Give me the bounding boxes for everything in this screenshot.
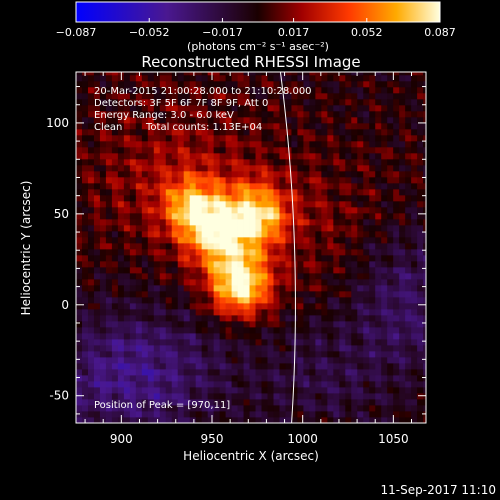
y-tick-label: -50 — [49, 389, 69, 403]
x-tick-label: 950 — [201, 432, 224, 446]
chart-title: Reconstructed RHESSI Image — [141, 53, 360, 71]
annotation-energy: Energy Range: 3.0 - 6.0 keV — [94, 110, 234, 121]
y-tick-label: 50 — [54, 207, 69, 221]
colorbar-tick-label: −0.052 — [129, 26, 170, 39]
colorbar-tick-label: −0.087 — [56, 26, 97, 39]
x-axis-label: Heliocentric X (arcsec) — [183, 449, 319, 463]
colorbar-tick-label: −0.017 — [202, 26, 243, 39]
annotation-peak: Position of Peak = [970,11] — [94, 400, 230, 411]
heatmap-image — [76, 72, 426, 423]
colorbar-ticks: −0.087 −0.052 −0.017 0.017 0.052 0.087 — [56, 18, 456, 39]
colorbar — [75, 1, 441, 23]
footer-date: 11-Sep-2017 11:10 — [381, 483, 496, 497]
x-tick-label: 1000 — [287, 432, 318, 446]
plot-frame — [75, 71, 427, 424]
annotation-clean: Clean — [94, 122, 122, 133]
colorbar-tick-label: 0.087 — [424, 26, 456, 39]
colorbar-unit-label: (photons cm⁻² s⁻¹ asec⁻²) — [187, 40, 329, 53]
colorbar-tick-label: 0.017 — [278, 26, 310, 39]
annotation-time-range: 20-Mar-2015 21:00:28.000 to 21:10:28.000 — [94, 86, 312, 97]
y-axis-label: Heliocentric Y (arcsec) — [19, 181, 33, 316]
y-tick-label: 0 — [61, 298, 69, 312]
x-tick-label: 900 — [110, 432, 133, 446]
colorbar-tick-label: 0.052 — [351, 26, 383, 39]
annotation-counts: Total counts: 1.13E+04 — [145, 122, 262, 133]
annotation-detectors: Detectors: 3F 5F 6F 7F 8F 9F, Att 0 — [94, 98, 268, 109]
x-tick-label: 1050 — [378, 432, 409, 446]
solar-limb-line — [279, 72, 296, 423]
axis-ticks: 900 950 1000 1050 -50 0 50 100 — [46, 72, 426, 446]
y-tick-label: 100 — [46, 116, 69, 130]
